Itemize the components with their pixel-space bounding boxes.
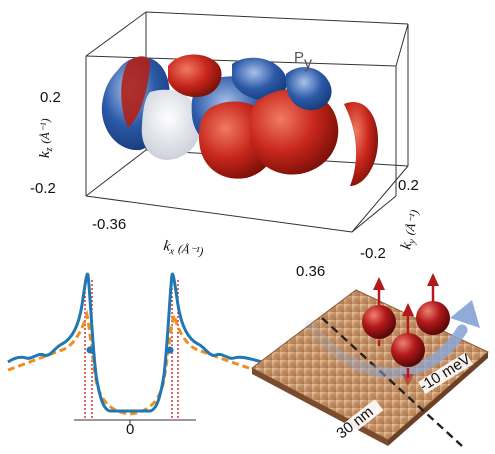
orbital-label: Py <box>294 49 312 72</box>
surface-cap-left <box>121 56 151 129</box>
curved-arrow <box>304 319 468 379</box>
curved-arrow-head <box>450 300 480 328</box>
stm-map-panel: 30 nm -10 meV <box>251 273 489 448</box>
spin-1 <box>362 277 396 346</box>
spectrum-marker-right <box>166 346 174 354</box>
surface-cap-right <box>344 101 378 186</box>
kx-tick-left: -0.36 <box>92 216 126 233</box>
kz-tick-top: 0.2 <box>40 89 61 106</box>
fermi-surface-panel: Py 0.2 -0.2 kz (Å⁻¹) -0.36 0.36 kx (Å⁻¹)… <box>30 11 424 280</box>
spin-2 <box>416 273 450 335</box>
ky-tick-top: 0.2 <box>398 177 419 194</box>
kx-tick-right: 0.36 <box>296 263 325 280</box>
stm-surface-edge-right <box>388 352 488 446</box>
kz-axis-label: kz (Å⁻¹) <box>37 118 55 158</box>
spin-3 <box>391 303 425 386</box>
kx-axis-label: kx (Å⁻¹) <box>162 238 204 261</box>
ky-tick-bottom: -0.2 <box>360 245 386 262</box>
surface-lobe-top-red <box>168 54 222 98</box>
surface-lobe-right-red <box>249 88 339 175</box>
spectrum-fit-curve <box>7 309 263 416</box>
ky-axis-label: ky (Å⁻¹) <box>398 208 424 251</box>
spectrum-measured-curve <box>7 272 263 413</box>
surface-lobe-right-blue <box>285 67 332 111</box>
cut-line <box>321 317 463 447</box>
spectrum-marker-left <box>86 346 94 354</box>
fermi-surface <box>101 54 378 186</box>
spectrum-panel: 0 <box>7 272 263 438</box>
surface-lobe-top-blue <box>232 57 287 101</box>
spectrum-center-label: 0 <box>126 421 134 438</box>
kz-tick-bottom: -0.2 <box>30 180 56 197</box>
surface-lobe-left-white <box>141 89 201 160</box>
